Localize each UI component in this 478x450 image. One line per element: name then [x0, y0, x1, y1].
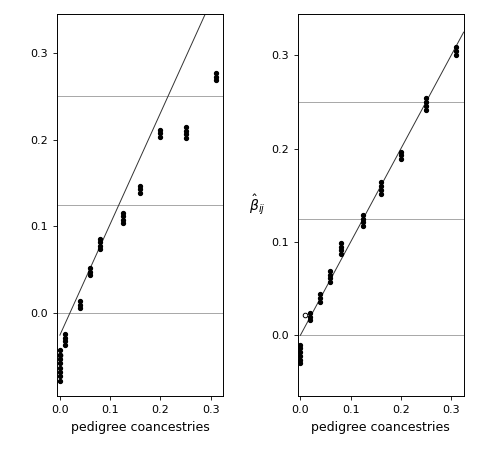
X-axis label: pedigree coancestries: pedigree coancestries — [71, 421, 210, 434]
X-axis label: pedigree coancestries: pedigree coancestries — [311, 421, 450, 434]
Y-axis label: $\hat{\beta}_{ij}$: $\hat{\beta}_{ij}$ — [249, 193, 265, 217]
